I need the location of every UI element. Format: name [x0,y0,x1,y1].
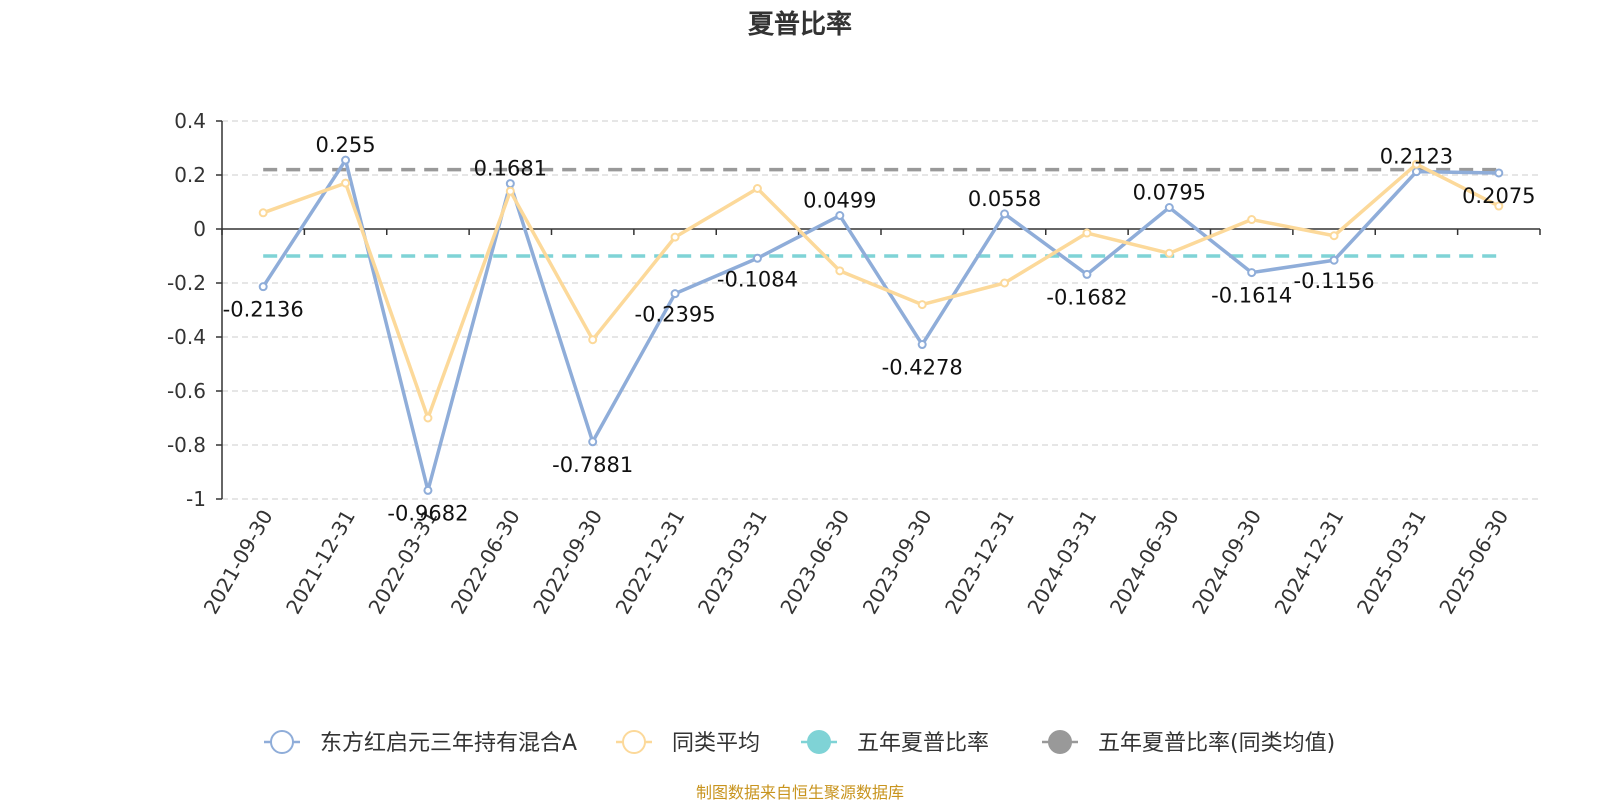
data-point [1494,168,1504,178]
data-point [505,186,515,196]
series-line [261,158,1499,493]
y-tick-label: -0.8 [167,433,206,457]
data-label: -0.2395 [635,303,716,327]
data-label: 0.0499 [803,189,876,213]
data-point [423,413,433,423]
source-note: 制图数据来自恒生聚源数据库 [695,783,904,802]
x-tick-label: 2024-03-31 [1022,506,1101,619]
legend-label: 同类平均 [672,731,760,756]
data-point [917,340,927,350]
data-label: -0.7881 [552,453,633,477]
data-label: -0.1682 [1046,285,1127,309]
grid-lines [222,120,1540,500]
data-label: -0.9682 [387,501,468,525]
data-point [1164,248,1174,258]
y-tick-label: -0.2 [167,271,206,295]
data-point [835,266,845,276]
x-tick-label: 2023-03-31 [693,506,772,619]
data-point [1329,255,1339,265]
data-label: -0.4278 [882,356,963,380]
x-tick-label: 2023-09-30 [858,506,937,619]
data-label: -0.1614 [1211,284,1292,308]
y-tick-label: -1 [186,487,206,511]
x-tick-label: 2021-12-31 [281,506,360,619]
data-label: 0.0795 [1133,181,1206,205]
data-point [670,289,680,299]
data-point [1000,209,1010,219]
y-tick-label: 0.2 [174,163,206,187]
data-label: 0.0558 [968,187,1041,211]
legend-marker-icon [270,730,294,754]
data-label: -0.2136 [223,298,304,322]
x-tick-label: 2022-09-30 [528,506,607,619]
x-tick-label: 2025-03-31 [1352,506,1431,619]
chart-title: 夏普比率 [747,10,852,40]
x-tick-label: 2023-12-31 [940,506,1019,619]
x-tick-label: 2024-12-31 [1269,506,1348,619]
reference-lines [263,167,1499,258]
legend-label: 东方红启元三年持有混合A [320,731,577,756]
data-point [423,485,433,495]
data-point [1411,159,1421,169]
data-point [505,179,515,189]
data-point [588,437,598,447]
data-point [670,232,680,242]
legend-label: 五年夏普比率(同类均值) [1098,731,1335,756]
data-point [1247,268,1257,278]
data-label: 0.1681 [474,157,547,181]
data-point [1000,278,1010,288]
data-labels: -0.21360.255-0.96820.1681-0.7881-0.2395-… [223,133,1536,525]
data-point [752,184,762,193]
y-tick-label: 0.4 [174,109,206,133]
series-lines [258,155,1504,495]
data-label: 0.2123 [1380,145,1453,169]
legend-label: 五年夏普比率 [857,731,989,756]
data-point [1247,215,1257,225]
data-point [835,211,845,221]
data-point [1494,201,1504,211]
x-tick-label: 2022-12-31 [610,506,689,619]
data-label: 0.2075 [1462,184,1535,208]
data-point [1082,269,1092,279]
legend: 东方红启元三年持有混合A 同类平均 五年夏普比率 五年夏普比率(同类均值) [264,730,1335,756]
data-point [258,208,268,218]
data-point [588,335,598,345]
data-point [341,155,351,165]
data-point [917,300,927,310]
x-tick-label: 2023-06-30 [775,506,854,619]
data-label: -0.1084 [717,267,798,291]
x-tick-label: 2024-06-30 [1105,506,1184,619]
data-point [341,178,351,188]
data-point [1164,203,1174,213]
y-tick-label: 0 [193,217,206,241]
legend-marker-icon [807,730,831,754]
y-tick-label: -0.4 [167,325,206,349]
x-tick-label: 2025-06-30 [1434,506,1513,619]
data-point [1082,228,1092,238]
data-point [258,282,268,292]
data-label: 0.255 [316,133,376,157]
x-tick-label: 2024-09-30 [1187,506,1266,619]
data-label: -0.1156 [1294,269,1375,293]
legend-marker-icon [1048,730,1072,754]
legend-marker-icon [622,730,646,754]
data-point [1329,231,1339,241]
data-point [752,253,762,263]
y-tick-label: -0.6 [167,379,206,403]
x-tick-label: 2021-09-30 [199,506,278,619]
series-line [262,162,1500,420]
data-point [1411,167,1421,177]
